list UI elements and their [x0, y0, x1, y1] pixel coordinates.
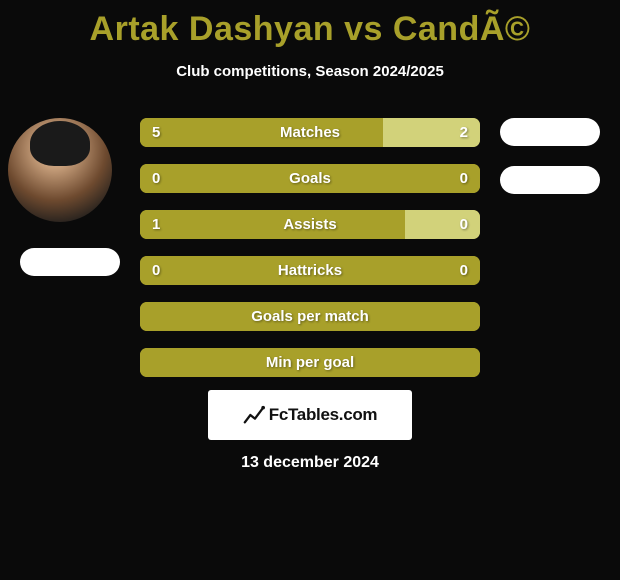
stat-bar: 10Assists — [140, 210, 480, 239]
fctables-logo[interactable]: FcTables.com — [208, 390, 412, 440]
stat-label: Min per goal — [140, 348, 480, 377]
player-right-avatar-pill — [500, 118, 600, 146]
page-title: Artak Dashyan vs CandÃ© — [0, 0, 620, 49]
stat-label: Goals — [140, 164, 480, 193]
player-left-name-pill — [20, 248, 120, 276]
player-right-name-pill — [500, 166, 600, 194]
stat-bar: 52Matches — [140, 118, 480, 147]
stat-label: Matches — [140, 118, 480, 147]
stat-label: Goals per match — [140, 302, 480, 331]
stat-bar: Min per goal — [140, 348, 480, 377]
stat-bar: 00Goals — [140, 164, 480, 193]
fctables-logo-text: FcTables.com — [269, 405, 378, 425]
stat-label: Assists — [140, 210, 480, 239]
player-left-avatar — [8, 118, 112, 222]
fctables-logo-icon — [243, 404, 265, 426]
stat-label: Hattricks — [140, 256, 480, 285]
stat-bar: Goals per match — [140, 302, 480, 331]
stat-bar: 00Hattricks — [140, 256, 480, 285]
page-subtitle: Club competitions, Season 2024/2025 — [0, 63, 620, 80]
date-text: 13 december 2024 — [0, 454, 620, 472]
stat-bars: 52Matches 00Goals 10Assists 00Hattricks Goal… — [140, 118, 480, 394]
